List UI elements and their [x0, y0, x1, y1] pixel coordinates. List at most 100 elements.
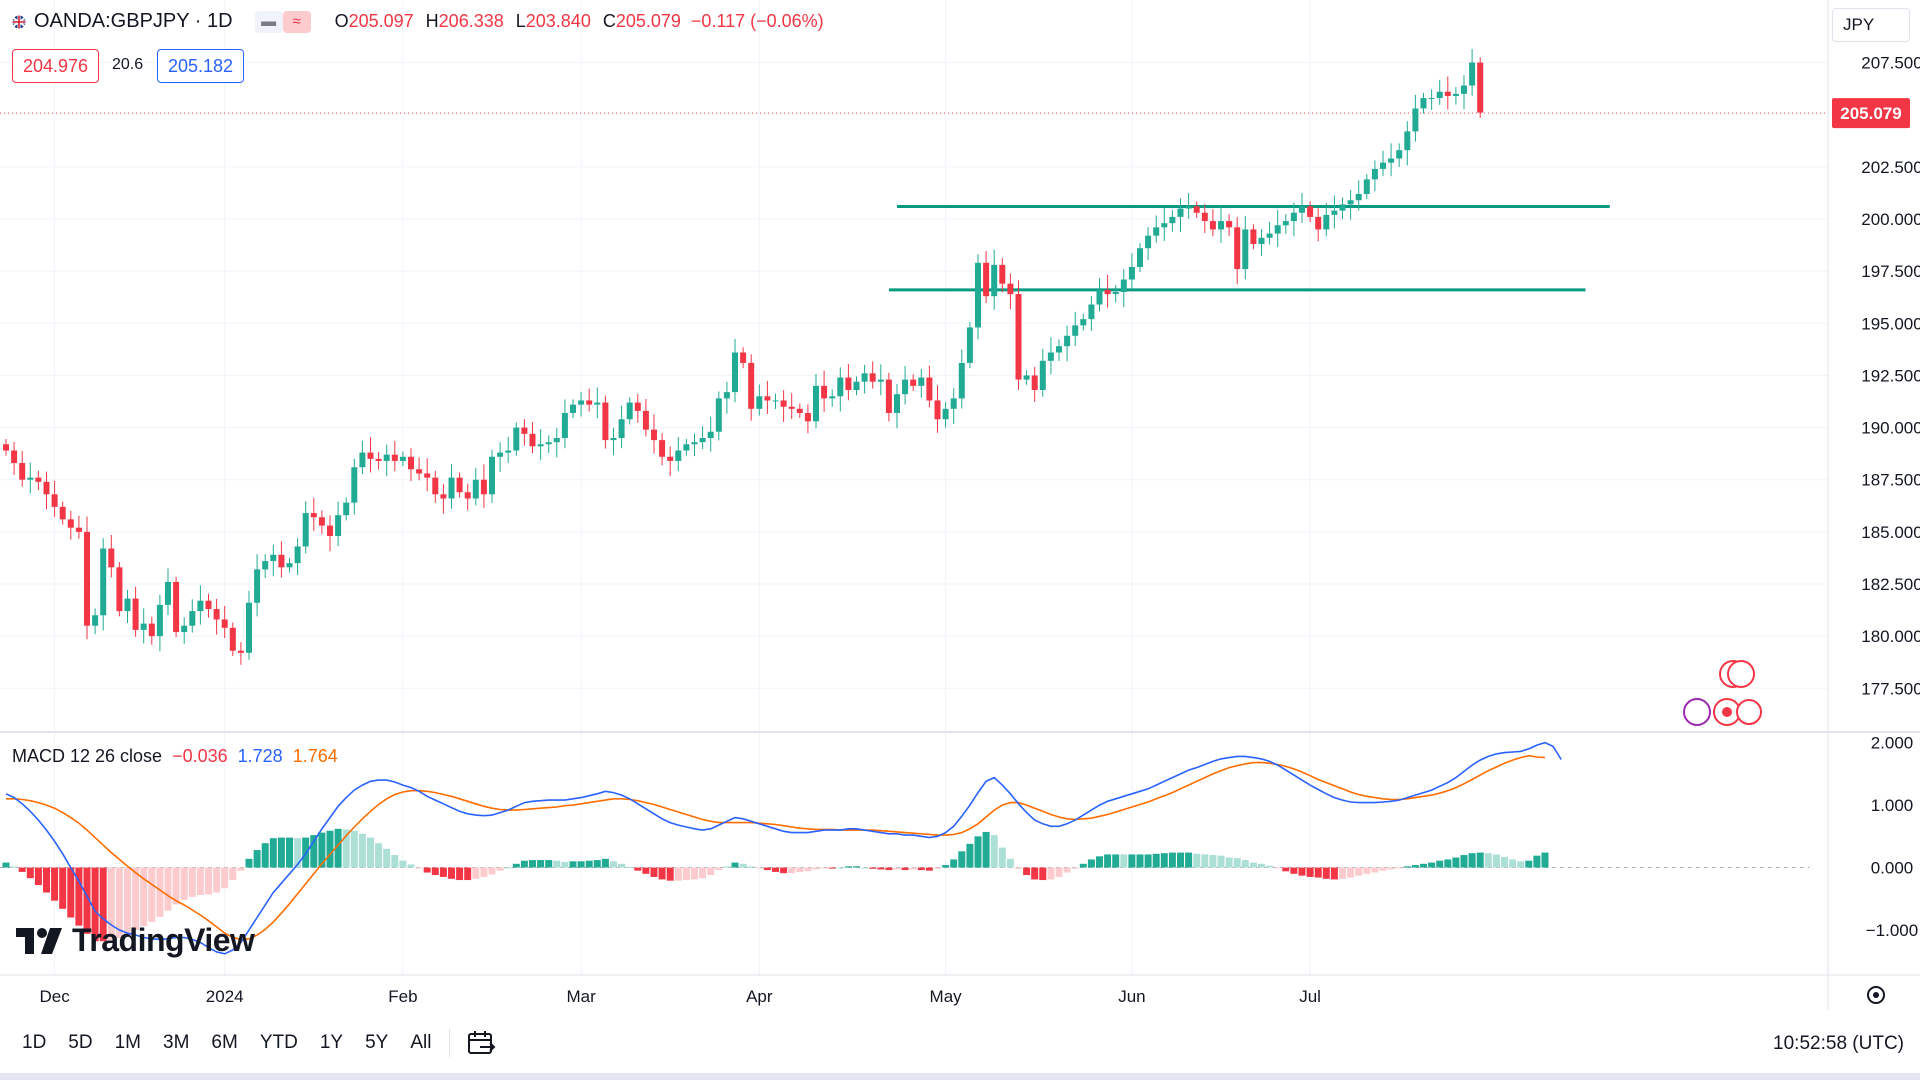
event-markers[interactable]: [1683, 660, 1762, 726]
candle: [610, 427, 617, 456]
candle: [829, 389, 836, 407]
macd-hist-bar: [909, 867, 917, 870]
tradingview-logo-icon: [16, 927, 62, 954]
price-tick-label: 202.500: [1861, 158, 1920, 177]
candle: [748, 354, 755, 421]
macd-hist-bar: [885, 867, 893, 871]
uk-event-icon[interactable]: [1727, 660, 1755, 688]
candle-body: [966, 327, 973, 363]
candle: [1315, 208, 1322, 242]
macd-hist-bar: [796, 867, 804, 872]
buy-price-button[interactable]: 205.182: [157, 49, 245, 83]
macd-hist-bar: [610, 861, 617, 868]
macd-hist-bar: [942, 865, 950, 868]
uk-event-icon[interactable]: [1736, 699, 1762, 725]
macd-hist-bar: [1436, 860, 1444, 868]
candle-body: [1428, 98, 1435, 100]
range-all[interactable]: All: [410, 1032, 432, 1053]
candle-body: [92, 615, 99, 626]
range-1m[interactable]: 1M: [114, 1032, 141, 1053]
currency-selector[interactable]: JPY: [1832, 8, 1910, 42]
macd-hist-bar: [723, 866, 731, 868]
candle: [1461, 75, 1467, 110]
candle: [764, 381, 771, 415]
candle-body: [1080, 319, 1087, 326]
candle: [35, 470, 42, 491]
price-tick-label: 195.000: [1861, 314, 1920, 333]
candle: [707, 416, 714, 452]
range-ytd[interactable]: YTD: [259, 1032, 298, 1053]
candle: [1096, 278, 1103, 312]
macd-hist-bar: [1023, 867, 1031, 876]
range-5y[interactable]: 5Y: [365, 1032, 389, 1053]
range-3m[interactable]: 3M: [163, 1032, 190, 1053]
candle-body: [570, 404, 576, 413]
time-tick-label: Dec: [39, 987, 70, 1006]
candle: [675, 436, 682, 472]
candle: [1104, 274, 1111, 308]
goto-date-icon[interactable]: [466, 1029, 496, 1057]
macd-hist-bar: [1363, 867, 1371, 874]
candle: [424, 458, 431, 492]
macd-hist-bar: [682, 867, 690, 881]
candle: [84, 516, 90, 640]
candle-body: [1371, 168, 1378, 180]
clock[interactable]: 10:52:58 (UTC): [1773, 1033, 1904, 1054]
macd-hist-bar: [277, 837, 285, 868]
lightning-icon[interactable]: [1683, 698, 1711, 726]
sell-price-button[interactable]: 204.976: [12, 49, 100, 83]
candle-body: [651, 429, 657, 441]
candle-body: [845, 377, 852, 391]
range-1d[interactable]: 1D: [22, 1032, 47, 1053]
macd-hist-bar: [1411, 865, 1419, 868]
symbol-title[interactable]: OANDA:GBPJPY · 1D: [34, 10, 233, 32]
candle: [715, 391, 722, 441]
candle: [1331, 195, 1338, 229]
macd-signal-value: 1.764: [292, 746, 338, 766]
time-tick-label: Jul: [1299, 987, 1321, 1006]
candle-body: [885, 379, 892, 413]
candle: [513, 422, 520, 456]
candle-body: [626, 402, 633, 420]
candle: [286, 557, 293, 573]
candle-body: [1096, 289, 1103, 305]
settings-gear-icon[interactable]: [1867, 986, 1885, 1004]
candle-body: [51, 494, 58, 507]
macd-hist-bar: [1298, 867, 1306, 876]
macd-hist-bar: [1387, 867, 1395, 870]
candle-body: [67, 519, 74, 528]
macd-hist-bar: [715, 867, 723, 871]
candle: [132, 586, 139, 637]
candle: [756, 384, 763, 416]
candle: [472, 467, 479, 506]
candle-body: [877, 379, 884, 382]
candle: [1039, 348, 1046, 397]
candle: [124, 590, 131, 624]
macd-hist-bar: [982, 831, 990, 868]
macd-hist-bar: [107, 867, 115, 941]
candle: [845, 363, 852, 401]
range-5d[interactable]: 5D: [68, 1032, 93, 1053]
trendlines[interactable]: [0, 112, 1828, 292]
macd-title[interactable]: MACD 12 26 close: [12, 746, 163, 766]
macd-hist-bar: [2, 862, 10, 868]
candles: [3, 49, 1484, 665]
candle: [1404, 121, 1411, 166]
candle: [975, 254, 981, 340]
time-tick-label: Jun: [1118, 987, 1145, 1006]
macd-hist-bar: [310, 835, 318, 868]
candle: [391, 441, 398, 472]
candle-body: [983, 262, 990, 297]
hide-indicator-icon[interactable]: ▬: [254, 10, 283, 33]
macd-hist-bar: [221, 867, 229, 889]
macd-hist-bar: [836, 867, 844, 869]
candle: [683, 439, 690, 456]
range-6m[interactable]: 6M: [211, 1032, 238, 1053]
macd-pane: [0, 741, 1810, 955]
candle: [1209, 209, 1216, 237]
range-1y[interactable]: 1Y: [319, 1032, 344, 1053]
wave-icon[interactable]: ≈: [282, 10, 311, 33]
candle: [991, 249, 998, 310]
macd-hist-bar: [1306, 867, 1314, 877]
